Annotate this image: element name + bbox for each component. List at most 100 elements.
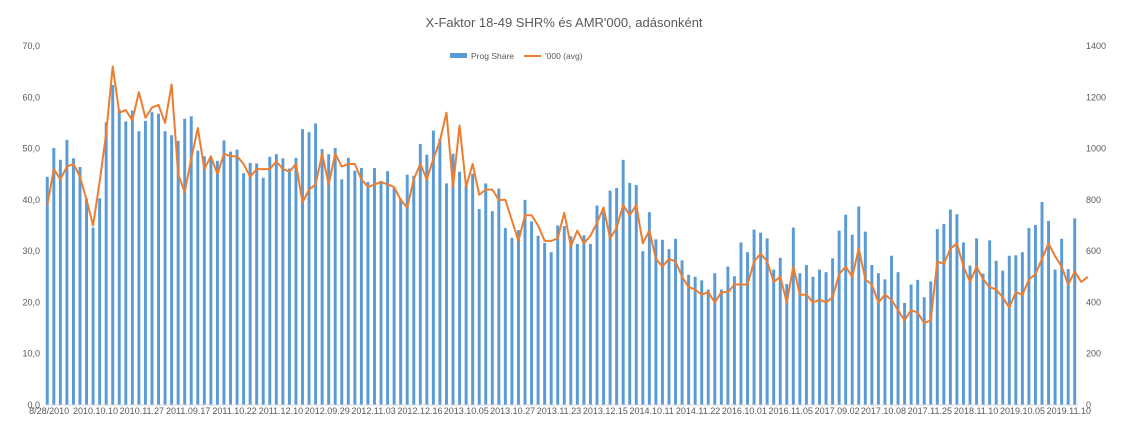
bar [942, 223, 946, 405]
bar [804, 264, 808, 405]
bar [333, 148, 337, 405]
bar [1027, 228, 1031, 405]
y-left-tick-label: 40,0 [22, 195, 40, 205]
bar [850, 234, 854, 405]
bar [425, 154, 429, 405]
bar [516, 230, 520, 405]
bar [831, 258, 835, 405]
x-tick-label: 2016.10.01 [722, 406, 767, 416]
bar [510, 237, 514, 405]
bar [418, 143, 422, 405]
y-right-tick-label: 800 [1086, 195, 1101, 205]
y-left-tick-label: 0,0 [27, 400, 40, 410]
legend: Prog Share '000 (avg) [450, 51, 583, 61]
bar [857, 206, 861, 405]
bar [588, 243, 592, 405]
bar [490, 211, 494, 405]
bar [608, 190, 612, 405]
bar [713, 273, 717, 405]
bar [575, 243, 579, 405]
x-tick-label: 2017.11.25 [908, 406, 952, 416]
bar [52, 148, 56, 405]
bar [438, 138, 442, 405]
bar [124, 121, 128, 405]
bar [890, 255, 893, 405]
bar [1053, 269, 1057, 405]
bar [844, 214, 848, 405]
bar [654, 239, 658, 405]
x-tick-label: 2018.11.10 [954, 406, 998, 416]
bar [45, 176, 49, 405]
bar [327, 154, 331, 405]
bar [641, 251, 645, 405]
bar [209, 157, 213, 405]
bar [674, 238, 677, 405]
x-tick-label: 8/28/2010 [29, 406, 69, 416]
x-tick-label: 2016.11.05 [769, 406, 813, 416]
bar [975, 238, 979, 405]
y-axis-left: 0,0 10,0 20,0 30,0 40,0 50,0 60,0 70,0 [22, 41, 40, 410]
y-right-tick-label: 1400 [1086, 41, 1106, 51]
bar [1007, 255, 1011, 405]
bar [301, 129, 304, 405]
x-tick-label: 2012.11.03 [351, 406, 395, 416]
x-tick-label: 2017.10.08 [861, 406, 906, 416]
bar [595, 205, 599, 405]
bar [98, 198, 102, 405]
bar-series-prog-share [45, 84, 1077, 406]
bar [549, 252, 553, 405]
y-axis-right: 0 200 400 600 800 1000 1200 1400 [1086, 41, 1106, 410]
x-tick-label: 2017.09.02 [815, 406, 860, 416]
y-right-tick-label: 600 [1086, 246, 1101, 256]
bar [687, 274, 691, 405]
bar [366, 181, 370, 405]
bar [229, 151, 232, 405]
bar [785, 283, 789, 405]
bar [994, 260, 998, 405]
bar [824, 272, 828, 405]
bar [981, 273, 985, 405]
legend-label-avg: '000 (avg) [545, 51, 583, 61]
bar [746, 252, 749, 405]
bar [58, 159, 62, 405]
y-left-tick-label: 50,0 [22, 144, 40, 154]
chart-title: X-Faktor 18-49 SHR% és AMR'000, adásonké… [425, 15, 702, 30]
bar [667, 249, 671, 405]
bar [1040, 201, 1044, 405]
bar [268, 156, 272, 405]
bar [314, 123, 318, 405]
bar [183, 118, 187, 405]
y-left-tick-label: 10,0 [22, 349, 40, 359]
bar [791, 227, 795, 405]
bar [916, 279, 920, 405]
bar [562, 226, 566, 405]
bar [287, 168, 291, 405]
bar [818, 269, 821, 405]
bar [615, 188, 619, 405]
bar [602, 211, 606, 405]
legend-swatch-bar [450, 53, 467, 58]
bar [1060, 238, 1064, 405]
bar [242, 173, 246, 405]
x-tick-label: 2013.11.23 [537, 406, 581, 416]
x-tick-label: 2010.10.10 [73, 406, 118, 416]
bar [700, 280, 704, 405]
bar [1014, 255, 1018, 405]
bar [968, 265, 972, 405]
bar [719, 289, 723, 405]
bar [726, 266, 730, 405]
bar [281, 158, 285, 405]
bar [1001, 270, 1005, 405]
bar [896, 272, 900, 405]
bar [196, 150, 200, 405]
bar [150, 112, 154, 405]
bar [386, 171, 390, 405]
bar [863, 231, 867, 405]
bar [163, 131, 167, 406]
bar [988, 240, 992, 405]
bar [255, 163, 259, 405]
bar [948, 209, 952, 405]
bar [130, 110, 134, 406]
